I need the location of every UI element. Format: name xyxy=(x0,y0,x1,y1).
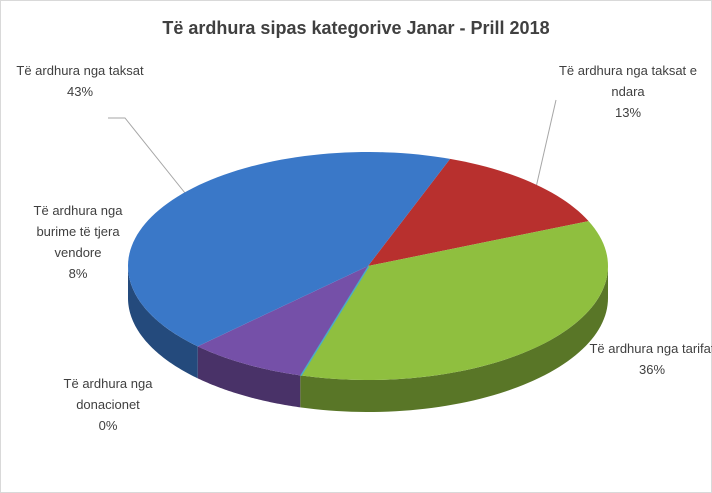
label-name: Të ardhura nga donacionet xyxy=(63,376,153,412)
label-value: 8% xyxy=(68,266,88,281)
leader-line xyxy=(108,117,186,194)
slice-side xyxy=(128,266,198,379)
label-name: Të ardhura nga taksat e ndara xyxy=(558,63,698,99)
label-value: 13% xyxy=(614,105,642,120)
data-label: Të ardhura nga taksat e ndara 13% xyxy=(558,60,698,123)
pie-tops xyxy=(128,152,608,380)
slice xyxy=(300,221,608,380)
chart-title: Të ardhura sipas kategorive Janar - Pril… xyxy=(162,18,550,38)
label-value: 36% xyxy=(638,362,666,377)
slice xyxy=(197,266,368,376)
label-value: 0% xyxy=(98,418,118,433)
slice xyxy=(368,158,589,266)
label-name: Të ardhura nga burime të tjera vendore xyxy=(33,203,123,260)
label-value: 43% xyxy=(66,84,94,99)
data-label: Të ardhura nga burime të tjera vendore 8% xyxy=(14,200,142,284)
label-name: Të ardhura nga tarifat xyxy=(589,341,712,356)
data-label: Të ardhura nga donacionet 0% xyxy=(38,373,178,436)
data-label: Të ardhura nga tarifat 36% xyxy=(582,338,712,380)
data-label: Të ardhura nga taksat 43% xyxy=(15,60,145,102)
slice-side xyxy=(300,266,608,412)
slice xyxy=(128,152,451,347)
label-name: Të ardhura nga taksat xyxy=(16,63,144,78)
pie-sides xyxy=(128,266,608,412)
slice-side xyxy=(197,346,301,408)
